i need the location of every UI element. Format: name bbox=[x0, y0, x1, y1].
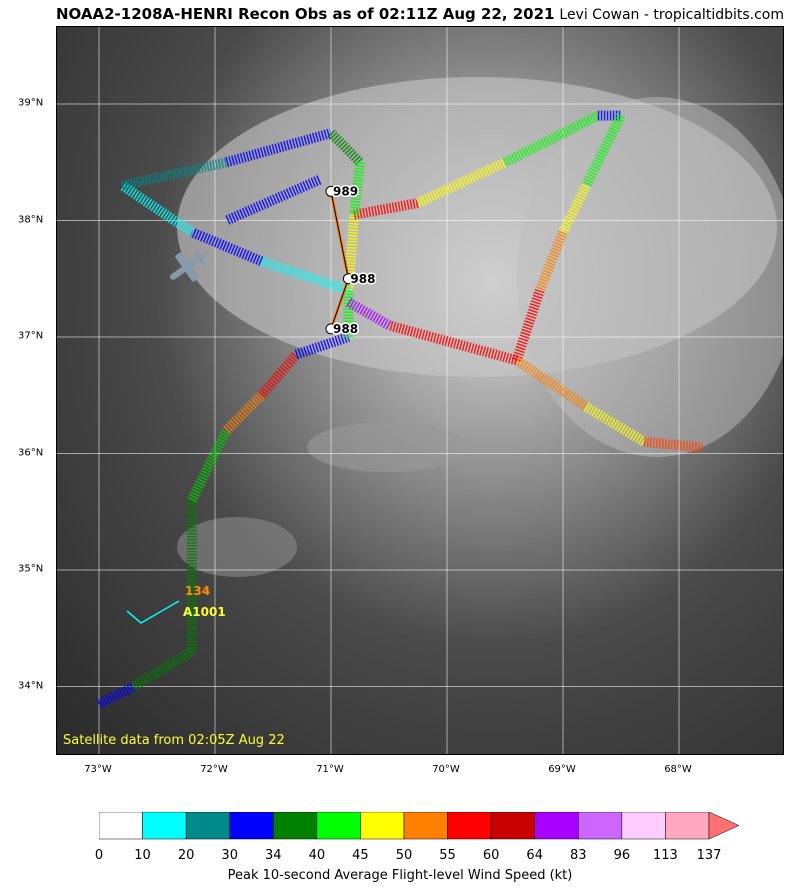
colorbar-tick-label: 113 bbox=[653, 848, 678, 863]
colorbar-label: Peak 10-second Average Flight-level Wind… bbox=[227, 868, 573, 883]
satellite-note: Satellite data from 02:05Z Aug 22 bbox=[63, 733, 285, 748]
cloud-patch bbox=[177, 517, 297, 577]
cloud-band bbox=[517, 97, 783, 457]
track-segment bbox=[345, 297, 392, 330]
lat-tick-label: 35°N bbox=[18, 563, 44, 575]
pressure-obs-label: 989 bbox=[333, 184, 358, 198]
pressure-obs-marker[interactable] bbox=[342, 273, 354, 285]
colorbar-swatch bbox=[142, 812, 187, 840]
colorbar-tick-label: 60 bbox=[482, 848, 500, 863]
satellite-map[interactable]: 989 988 988 134 A1001 Satellite data from … bbox=[56, 26, 784, 755]
colorbar-swatch bbox=[621, 812, 666, 840]
lat-tick-label: 36°N bbox=[18, 447, 44, 458]
track-segment bbox=[353, 198, 419, 220]
colorbar-swatch bbox=[273, 812, 318, 840]
track-segment bbox=[511, 288, 545, 362]
colorbar bbox=[99, 812, 740, 840]
lon-tick-label: 69°W bbox=[548, 764, 576, 775]
track-segment bbox=[224, 175, 322, 226]
track-segment bbox=[119, 181, 195, 237]
chart-title: NOAA2-1208A-HENRI Recon Obs as of 02:11Z… bbox=[56, 5, 555, 23]
track-segment bbox=[294, 332, 350, 360]
cloud-patch bbox=[307, 422, 467, 472]
track-segment bbox=[96, 682, 137, 709]
lon-tick-label: 71°W bbox=[316, 764, 344, 775]
track-segment bbox=[223, 391, 265, 434]
colorbar-swatch bbox=[316, 812, 361, 840]
lat-tick-label: 39°N bbox=[18, 97, 44, 109]
colorbar-swatch bbox=[403, 812, 448, 840]
lat-tick-label: 37°N bbox=[18, 330, 44, 342]
pressure-obs-marker[interactable] bbox=[325, 323, 337, 335]
track-segment bbox=[513, 356, 589, 412]
track-segment bbox=[131, 647, 195, 691]
grid bbox=[57, 27, 783, 754]
pressure-obs-label: 988 bbox=[333, 322, 358, 336]
aircraft-icon bbox=[170, 250, 207, 282]
colorbar-swatch bbox=[490, 812, 535, 840]
track-segment bbox=[259, 256, 350, 296]
track-segment bbox=[225, 128, 333, 168]
colorbar-swatch bbox=[534, 812, 579, 840]
colorbar-tick-label: 34 bbox=[265, 848, 282, 863]
credit-text: Levi Cowan - tropicaltidbits.com bbox=[559, 7, 784, 23]
colorbar-tick-label: 64 bbox=[526, 848, 543, 863]
colorbar-tick-label: 83 bbox=[570, 848, 587, 863]
colorbar-swatch bbox=[185, 812, 230, 840]
track-segment bbox=[327, 129, 364, 166]
map-canvas: 989 988 988 134 A1001 bbox=[57, 27, 783, 754]
colorbar-tick-label: 55 bbox=[439, 848, 456, 863]
track-segment bbox=[415, 157, 508, 208]
lat-tick-label: 34°N bbox=[18, 680, 44, 691]
colorbar-tick-label: 30 bbox=[221, 848, 238, 863]
pressure-obs-marker[interactable] bbox=[325, 185, 337, 197]
track-segment bbox=[583, 402, 647, 447]
pressure-labels: 989 988 988 bbox=[325, 183, 377, 337]
last-wind-barb bbox=[126, 600, 180, 624]
colorbar-tick-label: 0 bbox=[94, 848, 104, 863]
track-segment bbox=[558, 183, 591, 235]
colorbar-tick-label: 96 bbox=[613, 848, 631, 863]
colorbar-tick-label: 20 bbox=[177, 848, 195, 863]
colorbar-tick-label: 10 bbox=[134, 848, 151, 863]
track-segment bbox=[257, 351, 301, 399]
lon-tick-label: 72°W bbox=[200, 764, 228, 775]
colorbar-swatch bbox=[360, 812, 405, 840]
lon-tick-label: 68°W bbox=[664, 764, 692, 775]
colorbar-swatch bbox=[447, 812, 492, 840]
last-wind-label: 134 bbox=[185, 584, 210, 598]
colorbar-extend-arrow bbox=[708, 812, 740, 840]
track-segment bbox=[535, 230, 568, 293]
last-pressure-label: A1001 bbox=[183, 605, 226, 619]
pressure-obs-label: 988 bbox=[350, 272, 375, 286]
lat-tick-label: 38°N bbox=[18, 214, 44, 225]
colorbar-tick-label: 137 bbox=[696, 848, 722, 863]
colorbar-tick-label: 50 bbox=[395, 848, 413, 863]
track-segment bbox=[643, 436, 703, 453]
colorbar-swatch bbox=[665, 812, 710, 840]
track-segment bbox=[502, 111, 601, 167]
colorbar-swatch bbox=[99, 812, 143, 840]
colorbar-tick-label: 40 bbox=[308, 848, 326, 863]
lon-tick-label: 73°W bbox=[84, 764, 112, 775]
lon-tick-label: 70°W bbox=[432, 764, 460, 775]
track-segment bbox=[387, 320, 518, 366]
track-segment bbox=[187, 427, 232, 503]
track-segment bbox=[581, 113, 626, 188]
track-segment bbox=[189, 227, 264, 266]
colorbar-swatch bbox=[578, 812, 623, 840]
flight-track bbox=[96, 110, 703, 709]
colorbar-swatch bbox=[229, 812, 274, 840]
colorbar-tick-label: 45 bbox=[352, 848, 369, 863]
